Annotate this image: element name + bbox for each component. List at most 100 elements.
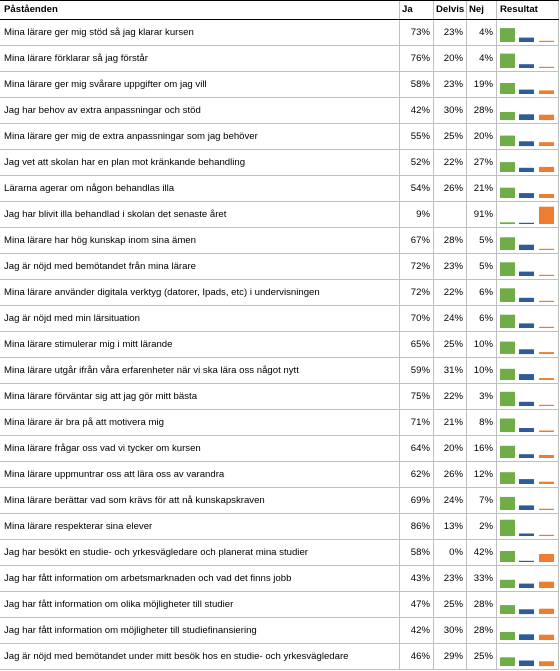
- bar-nej: [539, 481, 554, 484]
- bar-ja: [500, 418, 515, 432]
- row-ja: 59%: [400, 358, 434, 383]
- bar-nej: [539, 90, 554, 94]
- row-result-cell: [497, 462, 559, 487]
- row-ja: 67%: [400, 228, 434, 253]
- table-row: Jag vet att skolan har en plan mot kränk…: [0, 150, 559, 176]
- bar-ja: [500, 368, 515, 380]
- row-label: Mina lärare är bra på att motivera mig: [0, 410, 400, 435]
- table-row: Mina lärare ger mig svårare uppgifter om…: [0, 72, 559, 98]
- row-label: Mina lärare berättar vad som krävs för a…: [0, 488, 400, 513]
- row-nej: 6%: [467, 306, 497, 331]
- row-result-cell: [497, 124, 559, 149]
- table-row: Jag är nöjd med bemötandet från mina lär…: [0, 254, 559, 280]
- row-result-cell: [497, 254, 559, 279]
- bar-nej: [539, 608, 554, 614]
- row-delvis: 20%: [434, 46, 467, 71]
- row-ja: 58%: [400, 72, 434, 97]
- table-row: Jag har fått information om arbetsmarkna…: [0, 566, 559, 592]
- row-delvis: [434, 202, 467, 227]
- row-result-cell: [497, 358, 559, 383]
- row-nej: 2%: [467, 514, 497, 539]
- bar-nej: [539, 166, 554, 172]
- row-nej: 5%: [467, 228, 497, 253]
- row-delvis: 20%: [434, 436, 467, 461]
- row-nej: 28%: [467, 98, 497, 123]
- bar-ja: [500, 83, 515, 94]
- row-delvis: 21%: [434, 410, 467, 435]
- row-label: Mina lärare uppmuntrar oss att lära oss …: [0, 462, 400, 487]
- bar-delvis: [519, 609, 534, 615]
- row-nej: 25%: [467, 644, 497, 669]
- row-label: Mina lärare ger mig svårare uppgifter om…: [0, 72, 400, 97]
- row-delvis: 23%: [434, 566, 467, 591]
- row-delvis: 30%: [434, 618, 467, 643]
- bar-ja: [500, 222, 515, 224]
- bar-nej: [539, 508, 554, 510]
- bar-ja: [500, 472, 515, 484]
- row-label: Mina lärare har hög kunskap inom sina äm…: [0, 228, 400, 253]
- table-row: Jag har besökt en studie- och yrkesvägle…: [0, 540, 559, 566]
- table-row: Mina lärare ger mig stöd så jag klarar k…: [0, 20, 559, 46]
- row-result-cell: [497, 280, 559, 305]
- bar-ja: [500, 551, 515, 562]
- table-row: Mina lärare har hög kunskap inom sina äm…: [0, 228, 559, 254]
- bar-ja: [500, 391, 515, 407]
- row-ja: 70%: [400, 306, 434, 331]
- row-label: Mina lärare utgår ifrån våra erfarenhete…: [0, 358, 400, 383]
- bar-delvis: [519, 271, 534, 276]
- row-label: Jag har blivit illa behandlad i skolan d…: [0, 202, 400, 227]
- row-ja: 72%: [400, 280, 434, 305]
- bar-ja: [500, 314, 515, 328]
- table-row: Mina lärare förväntar sig att jag gör mi…: [0, 384, 559, 410]
- row-nej: 7%: [467, 488, 497, 513]
- row-ja: 42%: [400, 98, 434, 123]
- row-label: Jag är nöjd med min lärsituation: [0, 306, 400, 331]
- row-result-cell: [497, 384, 559, 409]
- bar-delvis: [519, 297, 534, 302]
- row-ja: 86%: [400, 514, 434, 539]
- bar-ja: [500, 519, 515, 536]
- bar-delvis: [519, 323, 534, 328]
- row-result-cell: [497, 618, 559, 643]
- bar-delvis: [519, 560, 534, 562]
- row-delvis: 29%: [434, 644, 467, 669]
- bar-ja: [500, 657, 515, 666]
- row-nej: 21%: [467, 176, 497, 201]
- bar-delvis: [519, 193, 534, 198]
- row-delvis: 24%: [434, 488, 467, 513]
- table-row: Mina lärare frågar oss vad vi tycker om …: [0, 436, 559, 462]
- bar-ja: [500, 341, 515, 354]
- row-ja: 72%: [400, 254, 434, 279]
- row-ja: 71%: [400, 410, 434, 435]
- bar-ja: [500, 112, 515, 120]
- row-ja: 52%: [400, 150, 434, 175]
- bar-delvis: [519, 401, 534, 406]
- row-result-cell: [497, 98, 559, 123]
- table-row: Mina lärare stimulerar mig i mitt lärand…: [0, 332, 559, 358]
- bar-delvis: [519, 244, 534, 250]
- bar-ja: [500, 53, 515, 68]
- table-row: Jag har fått information om möjligheter …: [0, 618, 559, 644]
- row-nej: 3%: [467, 384, 497, 409]
- bar-nej: [539, 430, 554, 432]
- row-label: Mina lärare förväntar sig att jag gör mi…: [0, 384, 400, 409]
- row-nej: 27%: [467, 150, 497, 175]
- row-delvis: 23%: [434, 72, 467, 97]
- row-nej: 20%: [467, 124, 497, 149]
- bar-delvis: [519, 37, 534, 42]
- row-nej: 42%: [467, 540, 497, 565]
- row-delvis: 23%: [434, 254, 467, 279]
- bar-ja: [500, 579, 515, 588]
- bar-nej: [539, 554, 554, 562]
- row-label: Jag är nöjd med bemötandet från mina lär…: [0, 254, 400, 279]
- row-result-cell: [497, 202, 559, 227]
- table-row: Jag har fått information om olika möjlig…: [0, 592, 559, 618]
- row-label: Mina lärare respekterar sina elever: [0, 514, 400, 539]
- row-result-cell: [497, 488, 559, 513]
- row-delvis: 22%: [434, 280, 467, 305]
- bar-ja: [500, 262, 515, 276]
- row-result-cell: [497, 150, 559, 175]
- row-nej: 12%: [467, 462, 497, 487]
- row-nej: 6%: [467, 280, 497, 305]
- bar-ja: [500, 496, 515, 510]
